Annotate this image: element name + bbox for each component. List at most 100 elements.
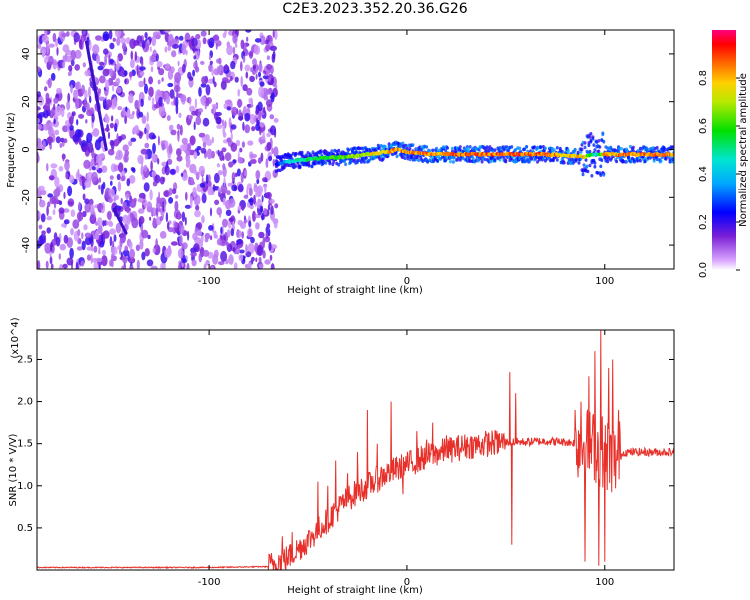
spectrogram-noise-speck — [272, 158, 275, 167]
snr-y-ticks: 0.5 1.0 1.5 2.0 2.5 — [17, 354, 674, 534]
spectrogram-noise-speck — [108, 197, 113, 203]
spectrogram-noise-speck — [109, 42, 115, 50]
spectrogram-noise-speck — [256, 186, 262, 197]
spectrogram-noise-speck — [90, 253, 93, 264]
ridge-halo-point — [589, 140, 593, 144]
spectrogram-noise-speck — [115, 222, 122, 234]
spectrogram-noise-speck — [116, 37, 121, 46]
spectrogram-noise-speck — [258, 263, 264, 269]
spectrogram-noise-speck — [242, 121, 245, 131]
spectrogram-noise-speck — [259, 205, 264, 213]
ridge-halo-point — [510, 145, 514, 149]
spectrogram-noise-speck — [232, 247, 236, 252]
x-tick-label: 0 — [404, 276, 410, 287]
spectrogram-noise-speck — [98, 96, 106, 102]
spectrogram-noise-speck — [188, 76, 194, 81]
spectrogram-noise-speck — [67, 123, 70, 133]
spectrogram-noise-speck — [265, 88, 273, 95]
ridge-halo-point — [533, 145, 536, 149]
spectrogram-noise-speck — [206, 148, 213, 160]
ridge-halo-point — [294, 152, 298, 156]
spectrogram-noise-speck — [200, 147, 207, 154]
spectrogram-noise-speck — [244, 112, 251, 122]
spectrogram-noise-speck — [102, 181, 106, 190]
spectrogram-noise-speck — [245, 30, 252, 33]
spectrogram-noise-speck — [112, 37, 117, 42]
spectrogram-noise-speck — [42, 140, 46, 150]
spectrogram-noise-speck — [253, 45, 261, 55]
spectrogram-noise-speck — [130, 137, 137, 142]
spectrogram-noise-speck — [46, 205, 49, 216]
ridge-halo-point — [319, 149, 323, 153]
spectrogram-noise-speck — [215, 116, 222, 125]
spectrogram-streak — [84, 40, 108, 151]
spectrogram-noise-speck — [58, 166, 64, 172]
spectrogram-noise-speck — [234, 185, 237, 192]
spectrogram-noise-speck — [209, 207, 213, 217]
spectrogram-noise-speck — [141, 115, 147, 124]
spectrogram-noise-speck — [86, 102, 90, 112]
ridge-halo-point — [466, 147, 470, 151]
spectrogram-noise-speck — [48, 43, 55, 48]
ridge-halo-point — [282, 165, 286, 170]
spectrogram-noise-speck — [124, 245, 129, 252]
x-tick-label: -100 — [198, 276, 221, 287]
spectrogram-noise-speck — [108, 220, 113, 226]
spectrogram-noise-speck — [158, 96, 163, 107]
spectrogram-noise-speck — [168, 187, 173, 196]
ridge-halo-point — [337, 162, 341, 167]
ridge-halo-point — [324, 161, 328, 165]
ridge-halo-point — [630, 159, 633, 164]
spectrogram-noise-speck — [168, 197, 174, 204]
spectrogram-noise-speck — [116, 57, 119, 67]
ridge-halo-point — [451, 160, 455, 164]
spectrogram-noise-speck — [108, 77, 114, 86]
spectrogram-noise-speck — [191, 37, 198, 48]
ridge-halo-point — [435, 146, 439, 151]
spectrogram-noise-speck — [67, 185, 73, 197]
spectrogram-noise-speck — [149, 216, 152, 221]
ridge-halo-point — [425, 145, 429, 149]
spectrogram-noise-speck — [239, 249, 245, 254]
spectrogram-noise-speck — [258, 62, 263, 73]
spectrogram-noise-speck — [186, 157, 191, 167]
ridge-halo-point — [485, 145, 489, 149]
spectrogram-noise-speck — [249, 75, 256, 83]
spectrogram-noise-speck — [255, 222, 260, 230]
spectrogram-noise-region — [37, 30, 279, 269]
spectrogram-noise-speck — [240, 39, 245, 50]
spectrogram-noise-speck — [140, 98, 144, 108]
spectrogram-noise-speck — [103, 48, 109, 55]
spectrogram-noise-speck — [211, 265, 214, 269]
ridge-halo-point — [589, 132, 593, 136]
spectrogram-noise-speck — [120, 197, 123, 205]
ridge-halo-point — [504, 158, 508, 162]
spectrogram-streaks — [84, 40, 128, 235]
colorbar: 0.0 0.2 0.4 0.6 0.8 Normalized spectral ampl… — [698, 30, 749, 278]
ridge-halo-point — [659, 159, 663, 163]
spectrogram-noise-speck — [146, 201, 153, 212]
spectrogram-noise-speck — [125, 193, 130, 200]
spectrogram-noise-speck — [258, 256, 262, 264]
spectrogram-noise-speck — [89, 95, 92, 104]
spectrogram-noise-speck — [76, 246, 83, 251]
spectrogram-noise-speck — [202, 141, 207, 149]
spectrogram-noise-speck — [246, 186, 249, 197]
spectrogram-noise-speck — [264, 236, 271, 243]
spectrogram-noise-speck — [98, 249, 101, 255]
spectrogram-noise-speck — [52, 32, 57, 43]
spectrogram-noise-speck — [261, 195, 264, 203]
spectrogram-noise-speck — [82, 62, 87, 68]
spectrogram-noise-speck — [104, 115, 110, 124]
spectrogram-noise-speck — [161, 77, 164, 82]
colorbar-tick-label: 0.0 — [698, 262, 709, 278]
spectrogram-noise-speck — [164, 165, 168, 173]
spectrogram-noise-speck — [170, 124, 174, 130]
spectrogram-noise-speck — [53, 118, 56, 125]
spectrogram-noise-speck — [94, 103, 98, 111]
spectrogram-noise-speck — [214, 172, 220, 184]
ridge-halo-point — [536, 160, 539, 164]
ridge-halo-point — [586, 169, 590, 174]
ridge-halo-point — [518, 146, 522, 151]
spectrogram-noise-speck — [266, 223, 271, 230]
